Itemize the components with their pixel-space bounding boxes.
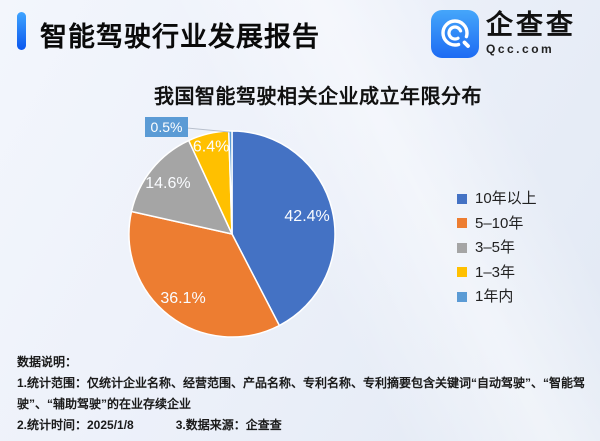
legend-label: 3–5年 bbox=[475, 239, 516, 256]
pie-slice bbox=[128, 210, 281, 338]
legend-item: 3–5年 bbox=[457, 239, 537, 256]
chart-title: 我国智能驾驶相关企业成立年限分布 bbox=[154, 86, 482, 108]
pie-slice bbox=[231, 130, 336, 327]
legend-swatch bbox=[457, 193, 467, 204]
pie-slice-label: 6.4% bbox=[193, 138, 229, 155]
callout-leader-line bbox=[186, 127, 230, 133]
pie-slice bbox=[228, 130, 233, 235]
qcc-logo-text: 企查查 Qcc.com bbox=[486, 10, 576, 55]
legend-item: 5–10年 bbox=[457, 215, 537, 232]
chart-legend: 10年以上 5–10年 3–5年 1–3年 1年内 bbox=[457, 190, 537, 313]
legend-label: 10年以上 bbox=[475, 190, 537, 207]
legend-item: 1年内 bbox=[457, 288, 537, 305]
footer-note-scope: 1.统计范围：仅统计企业名称、经营范围、产品名称、专利名称、专利摘要包含关键词“… bbox=[17, 376, 586, 411]
pie-slice-label: 42.4% bbox=[284, 208, 329, 225]
footer-heading: 数据说明： bbox=[17, 355, 78, 369]
footer-note-date: 2.统计时间：2025/1/8 bbox=[17, 418, 134, 432]
legend-item: 10年以上 bbox=[457, 190, 537, 207]
legend-label: 1–3年 bbox=[475, 263, 516, 281]
legend-label: 5–10年 bbox=[475, 214, 524, 232]
legend-swatch bbox=[457, 267, 467, 277]
legend-swatch bbox=[457, 218, 467, 228]
footer-note-source: 3.数据来源：企查查 bbox=[175, 418, 282, 432]
legend-item: 1–3年 bbox=[457, 264, 537, 281]
qcc-logo-icon bbox=[431, 10, 479, 58]
footer-note-lastline: 2.统计时间：2025/1/8 3.数据来源：企查查 bbox=[17, 415, 585, 436]
legend-swatch bbox=[457, 291, 467, 302]
pie-slice-label: 36.1% bbox=[160, 290, 205, 307]
qcc-logo-name: 企查查 bbox=[486, 10, 576, 40]
pie-slice bbox=[130, 139, 233, 235]
page-title: 智能驾驶行业发展报告 bbox=[40, 22, 320, 52]
pie-slice-label: 14.6% bbox=[145, 175, 190, 192]
qcc-logo: 企查查 Qcc.com bbox=[431, 10, 576, 58]
title-accent-bar bbox=[17, 12, 26, 50]
legend-swatch bbox=[457, 242, 467, 253]
callout-box bbox=[145, 117, 188, 137]
pie-chart: 42.4% 36.1% 14.6% 6.4% 0.5% bbox=[128, 117, 336, 338]
legend-label: 1年内 bbox=[475, 288, 514, 305]
qcc-logo-domain: Qcc.com bbox=[486, 42, 555, 56]
footer-notes: 数据说明： 1.统计范围：仅统计企业名称、经营范围、产品名称、专利名称、专利摘要… bbox=[17, 352, 585, 436]
callout-label: 0.5% bbox=[151, 119, 183, 135]
